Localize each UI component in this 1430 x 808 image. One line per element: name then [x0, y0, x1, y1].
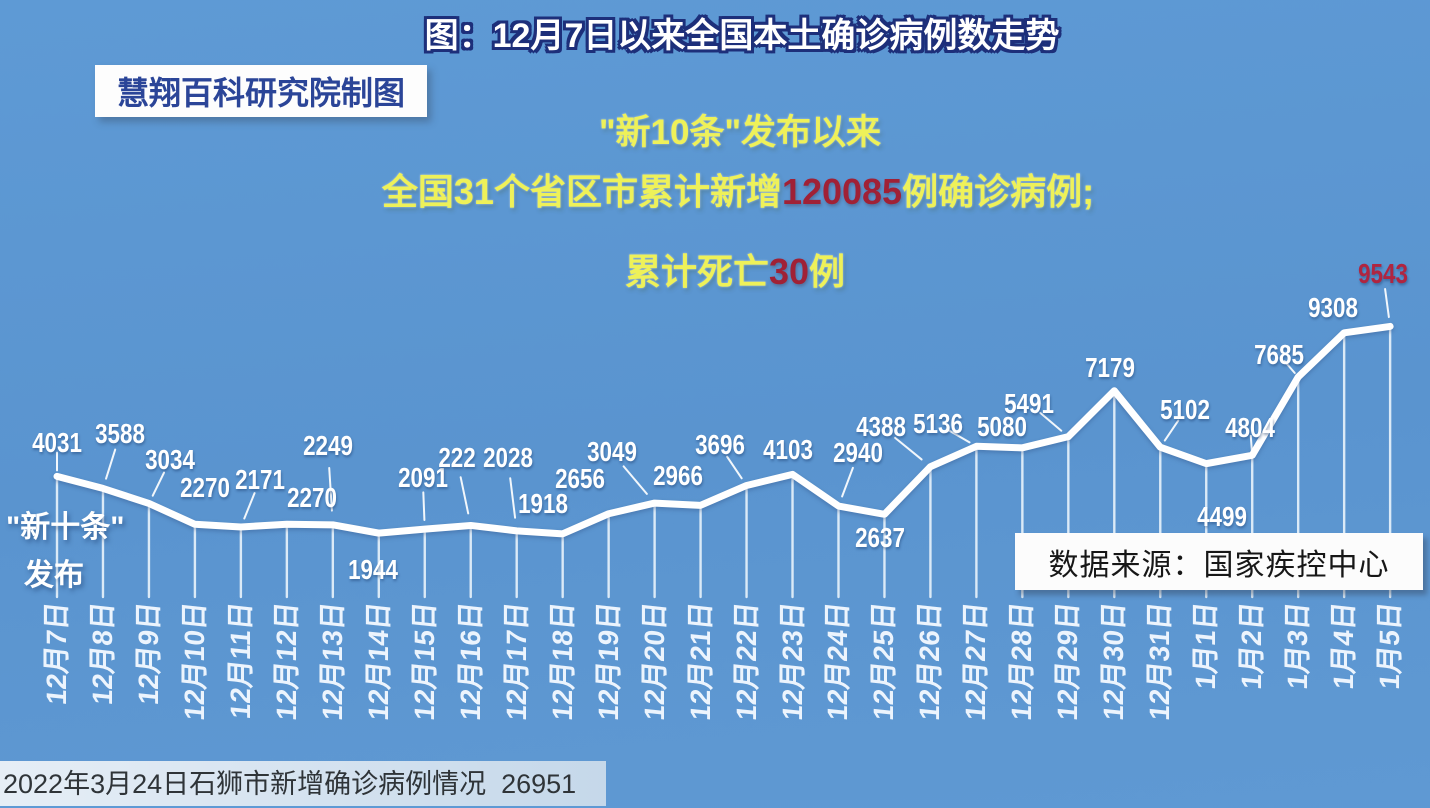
point-label: 3049 [586, 436, 637, 468]
leader-line [151, 471, 166, 497]
leader-line [105, 448, 117, 480]
leader-line [841, 466, 854, 498]
point-label: 1944 [347, 554, 398, 586]
x-axis-label: 12月8日 [86, 600, 118, 707]
x-axis-label: 12月31日 [1144, 600, 1176, 722]
x-axis-label: 12月18日 [546, 600, 578, 722]
point-label: 2091 [397, 462, 448, 494]
x-axis-label: 12月28日 [1006, 600, 1038, 722]
x-axis-label: 12月10日 [178, 600, 210, 722]
point-label: 5136 [913, 408, 964, 440]
leader-line [894, 436, 923, 461]
point-label: 4499 [1197, 500, 1248, 532]
credit-text: 慧翔百科研究院制图 [116, 75, 405, 111]
bottom-caption-bar: 2022年3月24日石狮市新增确诊病例情况 26951 [0, 761, 606, 806]
summary-line-1: "新10条"发布以来 [598, 113, 882, 152]
x-axis-label: 1月2日 [1236, 600, 1268, 691]
chart-title: 图：12月7日以来全国本土确诊病例数走势 [424, 17, 1060, 55]
point-label: 2171 [234, 463, 285, 495]
summary-line-3-highlight: 30 [768, 251, 810, 292]
x-axis-label: 12月22日 [730, 600, 762, 722]
point-label: 3034 [145, 444, 195, 476]
point-label: 4804 [1225, 412, 1276, 444]
leader-line [243, 492, 256, 520]
point-label: 7685 [1254, 338, 1305, 370]
leader-line [1249, 434, 1253, 452]
x-axis-label: 12月17日 [500, 600, 532, 722]
point-label: 4388 [856, 410, 907, 442]
leader-line [726, 455, 743, 480]
point-label: 4031 [32, 427, 82, 459]
point-label: 3696 [694, 429, 745, 461]
leader-line [328, 466, 333, 512]
leader-line [1163, 419, 1180, 442]
summary-line-3: 累计死亡30例 [40, 243, 1430, 295]
x-axis-label: 12月9日 [132, 600, 164, 707]
summary-line-2-post: 例确诊病例; [902, 171, 1095, 212]
x-axis-label: 12月26日 [914, 600, 946, 722]
point-label: 2940 [833, 437, 884, 469]
summary-line-3-pre: 累计死亡 [624, 251, 769, 292]
summary-line-2: 全国31个省区市累计新增120085例确诊病例; [28, 163, 1430, 215]
point-label: 2637 [855, 522, 906, 554]
annotation-xinshitiao: "新十条" [6, 511, 125, 544]
leader-line [1384, 287, 1390, 319]
x-axis-label: 1月4日 [1328, 600, 1360, 691]
x-axis-label: 12月24日 [822, 600, 854, 722]
point-label: 5080 [977, 410, 1028, 442]
x-axis-label: 12月21日 [684, 600, 716, 722]
point-label: 4103 [762, 434, 813, 466]
x-axis-label: 1月3日 [1282, 600, 1314, 691]
source-box: 数据来源：国家疾控中心 [1015, 533, 1423, 590]
x-axis-label: 12月20日 [638, 600, 670, 722]
trend-line [53, 322, 1394, 538]
leader-line [948, 429, 971, 444]
x-axis-label: 12月11日 [224, 600, 256, 721]
point-label: 5102 [1160, 394, 1211, 426]
leader-line [459, 476, 470, 515]
point-label: 9543 [1358, 258, 1409, 290]
point-label: 2270 [179, 472, 230, 504]
credit-box: 慧翔百科研究院制图 [95, 65, 427, 117]
x-axis-label: 12月23日 [776, 600, 808, 722]
x-axis-label: 1月5日 [1374, 600, 1406, 691]
summary-line-2-highlight: 120085 [781, 171, 903, 212]
x-axis-label: 12月27日 [960, 600, 992, 722]
point-label: 3588 [95, 418, 145, 450]
x-axis-label: 12月15日 [408, 600, 440, 722]
leader-line [622, 465, 648, 495]
leader-line [422, 491, 426, 521]
point-label: 2656 [554, 462, 605, 494]
point-label: 2249 [302, 429, 353, 461]
x-axis-label: 12月7日 [41, 600, 72, 707]
source-text: 数据来源：国家疾控中心 [1048, 548, 1390, 582]
point-label: 7179 [1085, 351, 1136, 383]
point-label: 9308 [1308, 291, 1359, 323]
x-axis-label: 12月13日 [316, 600, 348, 722]
summary-line-3-post: 例 [809, 251, 846, 292]
point-label: 1918 [517, 487, 568, 519]
x-axis-label: 1月1日 [1190, 600, 1222, 691]
annotation-fabu: 发布 [24, 559, 84, 592]
leader-line [1283, 360, 1296, 375]
leader-line [1039, 411, 1063, 432]
point-label: 222 [438, 442, 476, 474]
x-axis-label: 12月19日 [592, 600, 624, 722]
summary-line-2-pre: 全国31个省区市累计新增 [381, 171, 782, 212]
x-axis-label: 12月12日 [270, 600, 302, 722]
point-label: 2270 [286, 482, 337, 514]
x-axis-label: 12月16日 [454, 600, 486, 722]
point-label: 2966 [652, 460, 703, 492]
leader-line [509, 477, 517, 519]
x-axis-label: 12月25日 [868, 600, 900, 722]
point-label: 2028 [482, 441, 533, 473]
point-label: 5491 [1004, 387, 1055, 419]
bottom-caption-text: 2022年3月24日石狮市新增确诊病例情况 26951 [3, 769, 577, 799]
x-axis-label: 12月14日 [362, 600, 394, 722]
x-axis-label: 12月29日 [1052, 600, 1084, 722]
x-axis-label: 12月30日 [1098, 600, 1130, 722]
